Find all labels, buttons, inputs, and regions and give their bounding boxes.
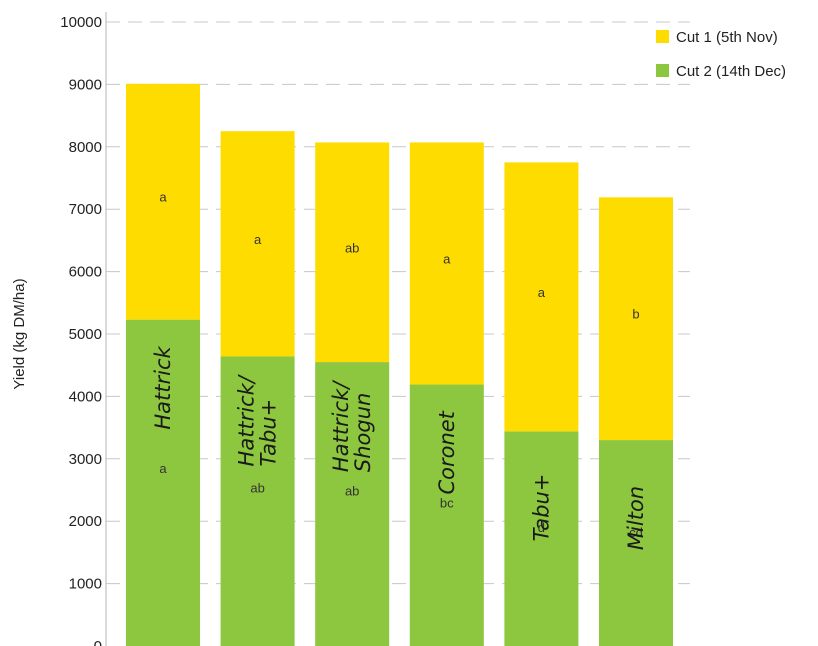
- significance-letter-cut2: a: [159, 461, 167, 476]
- category-label-line: Tabu+: [529, 474, 553, 542]
- category-label-line: Hattrick/: [329, 380, 353, 472]
- bar-segment-cut1: [315, 142, 390, 363]
- legend-label: Cut 1 (5th Nov): [676, 29, 778, 46]
- category-label: Tabu+: [529, 474, 553, 542]
- category-label: Hattrick/Shogun: [329, 380, 375, 472]
- significance-letter-cut2: ab: [250, 481, 264, 496]
- legend: Cut 1 (5th Nov) Cut 2 (14th Dec): [656, 29, 786, 80]
- significance-letter-cut1: a: [254, 232, 262, 247]
- significance-letter-cut1: a: [443, 251, 451, 266]
- significance-letter-cut2: bc: [440, 495, 454, 510]
- y-tick-label: 6000: [69, 264, 102, 281]
- category-label-line: Milton: [624, 486, 648, 550]
- bar-letters: a a ab a ab ab bc a d a cd b: [159, 190, 642, 540]
- y-tick-label: 3000: [69, 451, 102, 468]
- bar-segment-cut1: [220, 131, 295, 357]
- significance-letter-cut1: a: [159, 190, 167, 205]
- category-label: Coronet: [435, 410, 459, 494]
- y-tick-label: 5000: [69, 326, 102, 343]
- bar-segment-cut2: [220, 356, 295, 646]
- category-label-line: Tabu+: [257, 399, 281, 467]
- y-tick-label: 0: [94, 638, 102, 646]
- bar-segment-cut2: [599, 440, 673, 646]
- significance-letter-cut2: cd: [629, 525, 643, 540]
- bar-segment-cut1: [504, 162, 579, 432]
- significance-letter-cut1: b: [632, 307, 639, 322]
- category-label-line: Shogun: [351, 393, 375, 472]
- significance-letter-cut2: ab: [345, 484, 359, 499]
- bar-segment-cut1: [599, 197, 673, 441]
- y-tick-label: 2000: [69, 513, 102, 530]
- y-axis: 0 1000 2000 3000 4000 5000 6000 7000 8000 9000 100…: [11, 12, 107, 646]
- category-label-line: Hattrick: [151, 346, 175, 430]
- gridlines: [106, 21, 690, 585]
- legend-swatch: [656, 64, 669, 77]
- category-label-line: Coronet: [435, 410, 459, 494]
- category-label: Hattrick: [151, 346, 175, 430]
- bar-segment-cut1: [126, 83, 200, 320]
- bar-segment-cut2: [126, 319, 200, 646]
- significance-letter-cut2: d: [538, 520, 545, 535]
- bars: [126, 83, 673, 646]
- y-tick-label: 7000: [69, 201, 102, 218]
- bar-segment-cut2: [504, 431, 579, 646]
- bar-segment-cut2: [409, 384, 484, 646]
- bar-segment-cut1: [409, 142, 484, 385]
- y-tick-label: 8000: [69, 139, 102, 156]
- legend-swatch: [656, 30, 669, 43]
- category-label: Milton: [624, 486, 648, 550]
- category-labels: Hattrick Hattrick/Tabu+ Hattrick/Shogun Cor…: [151, 346, 648, 551]
- y-tick-label: 10000: [60, 14, 102, 31]
- category-label: Hattrick/Tabu+: [235, 374, 281, 466]
- significance-letter-cut1: a: [538, 285, 546, 300]
- bar-segment-cut2: [315, 362, 390, 646]
- legend-label: Cut 2 (14th Dec): [676, 63, 786, 80]
- y-tick-label: 9000: [69, 76, 102, 93]
- significance-letter-cut1: ab: [345, 240, 359, 255]
- y-tick-label: 1000: [69, 576, 102, 593]
- y-tick-label: 4000: [69, 388, 102, 405]
- y-axis-label: Yield (kg DM/ha): [11, 278, 28, 389]
- category-label-line: Hattrick/: [235, 374, 259, 466]
